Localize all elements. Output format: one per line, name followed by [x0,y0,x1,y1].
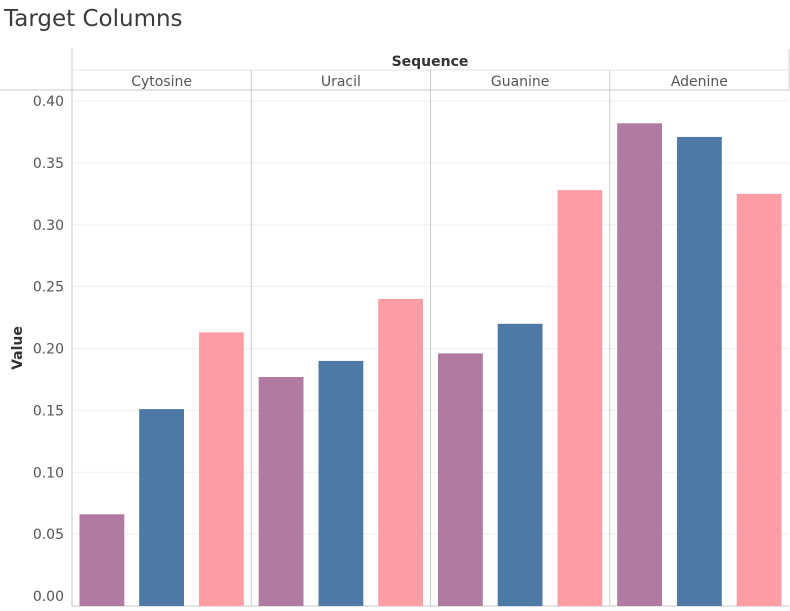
y-tick-label: 0.10 [33,465,64,481]
category-label: Guanine [491,74,550,90]
bar[interactable] [736,193,782,607]
y-tick-label: 0.05 [33,527,64,543]
bar[interactable] [258,377,304,606]
y-axis-label: Value [10,326,26,370]
y-tick-label: 0.35 [33,156,64,172]
bar[interactable] [139,409,184,606]
y-tick-label: 0.20 [33,342,64,358]
bar[interactable] [79,514,125,606]
category-label: Cytosine [131,74,192,90]
category-labels: Cytosine Uracil Guanine Adenine [131,74,728,90]
bar[interactable] [677,136,722,606]
y-tick-label: 0.00 [33,589,64,605]
panel-dividers [250,70,611,606]
column-header: Sequence [392,54,469,70]
bar[interactable] [318,360,364,606]
bar[interactable] [617,123,662,607]
bars [79,123,782,607]
y-tick-label: 0.15 [33,403,64,419]
y-tick-label: 0.25 [33,280,64,296]
bar[interactable] [497,323,543,607]
y-ticks: 0.00 0.05 0.10 0.15 0.20 0.25 0.30 0.35 0.40 [33,94,64,605]
y-tick-label: 0.40 [33,94,64,110]
category-label: Adenine [671,74,728,90]
bar[interactable] [378,299,423,606]
category-label: Uracil [321,74,361,90]
bar[interactable] [199,332,244,606]
y-tick-label: 0.30 [33,218,64,234]
bar[interactable] [438,353,483,606]
chart-title: Target Columns [4,6,183,32]
bar[interactable] [557,190,603,606]
